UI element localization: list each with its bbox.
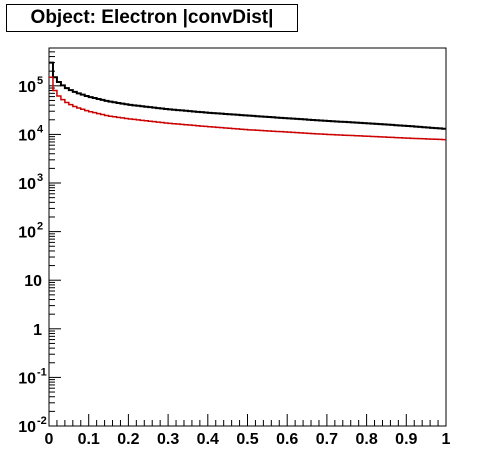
y-tick-label: 10: [18, 419, 36, 436]
y-tick-exponent: 3: [37, 172, 43, 184]
x-tick-label: 0.6: [276, 431, 298, 448]
series-line-0: [49, 61, 446, 130]
y-tick-exponent: 2: [37, 221, 43, 233]
x-tick-label: 1: [442, 431, 451, 448]
x-tick-label: 0.5: [236, 431, 258, 448]
y-tick-exponent: -1: [37, 366, 47, 378]
series-layer: [49, 61, 446, 141]
x-tick-label: 0: [45, 431, 54, 448]
x-tick-label: 0.4: [197, 431, 219, 448]
x-tick-label: 0.3: [157, 431, 179, 448]
title-box: Object: Electron |convDist|: [6, 4, 298, 32]
x-tick-label: 0.1: [78, 431, 100, 448]
y-tick-label: 10: [18, 225, 36, 242]
y-tick-exponent: 4: [37, 123, 44, 135]
x-axis: 0 0.1 0.2 0.3 0.4 0.5 0.6 0.7 0.8 0.9 1: [45, 414, 451, 448]
plot-frame: [48, 47, 447, 427]
y-tick-label: 10: [18, 127, 36, 144]
x-tick-label: 0.2: [117, 431, 139, 448]
y-tick-label: 10: [18, 370, 36, 387]
x-tick-label: 0.7: [316, 431, 338, 448]
y-tick-label: 10: [18, 79, 36, 96]
x-tick-label: 0.9: [395, 431, 417, 448]
y-tick-exponent: -2: [37, 415, 47, 427]
y-tick-label: 10: [24, 273, 42, 290]
y-tick-exponent: 5: [37, 75, 43, 87]
chart-title: Object: Electron |convDist|: [30, 7, 274, 28]
y-tick-label: 10: [18, 176, 36, 193]
series-line-1: [49, 76, 446, 141]
y-tick-label: 1: [33, 322, 42, 339]
x-tick-label: 0.8: [355, 431, 377, 448]
